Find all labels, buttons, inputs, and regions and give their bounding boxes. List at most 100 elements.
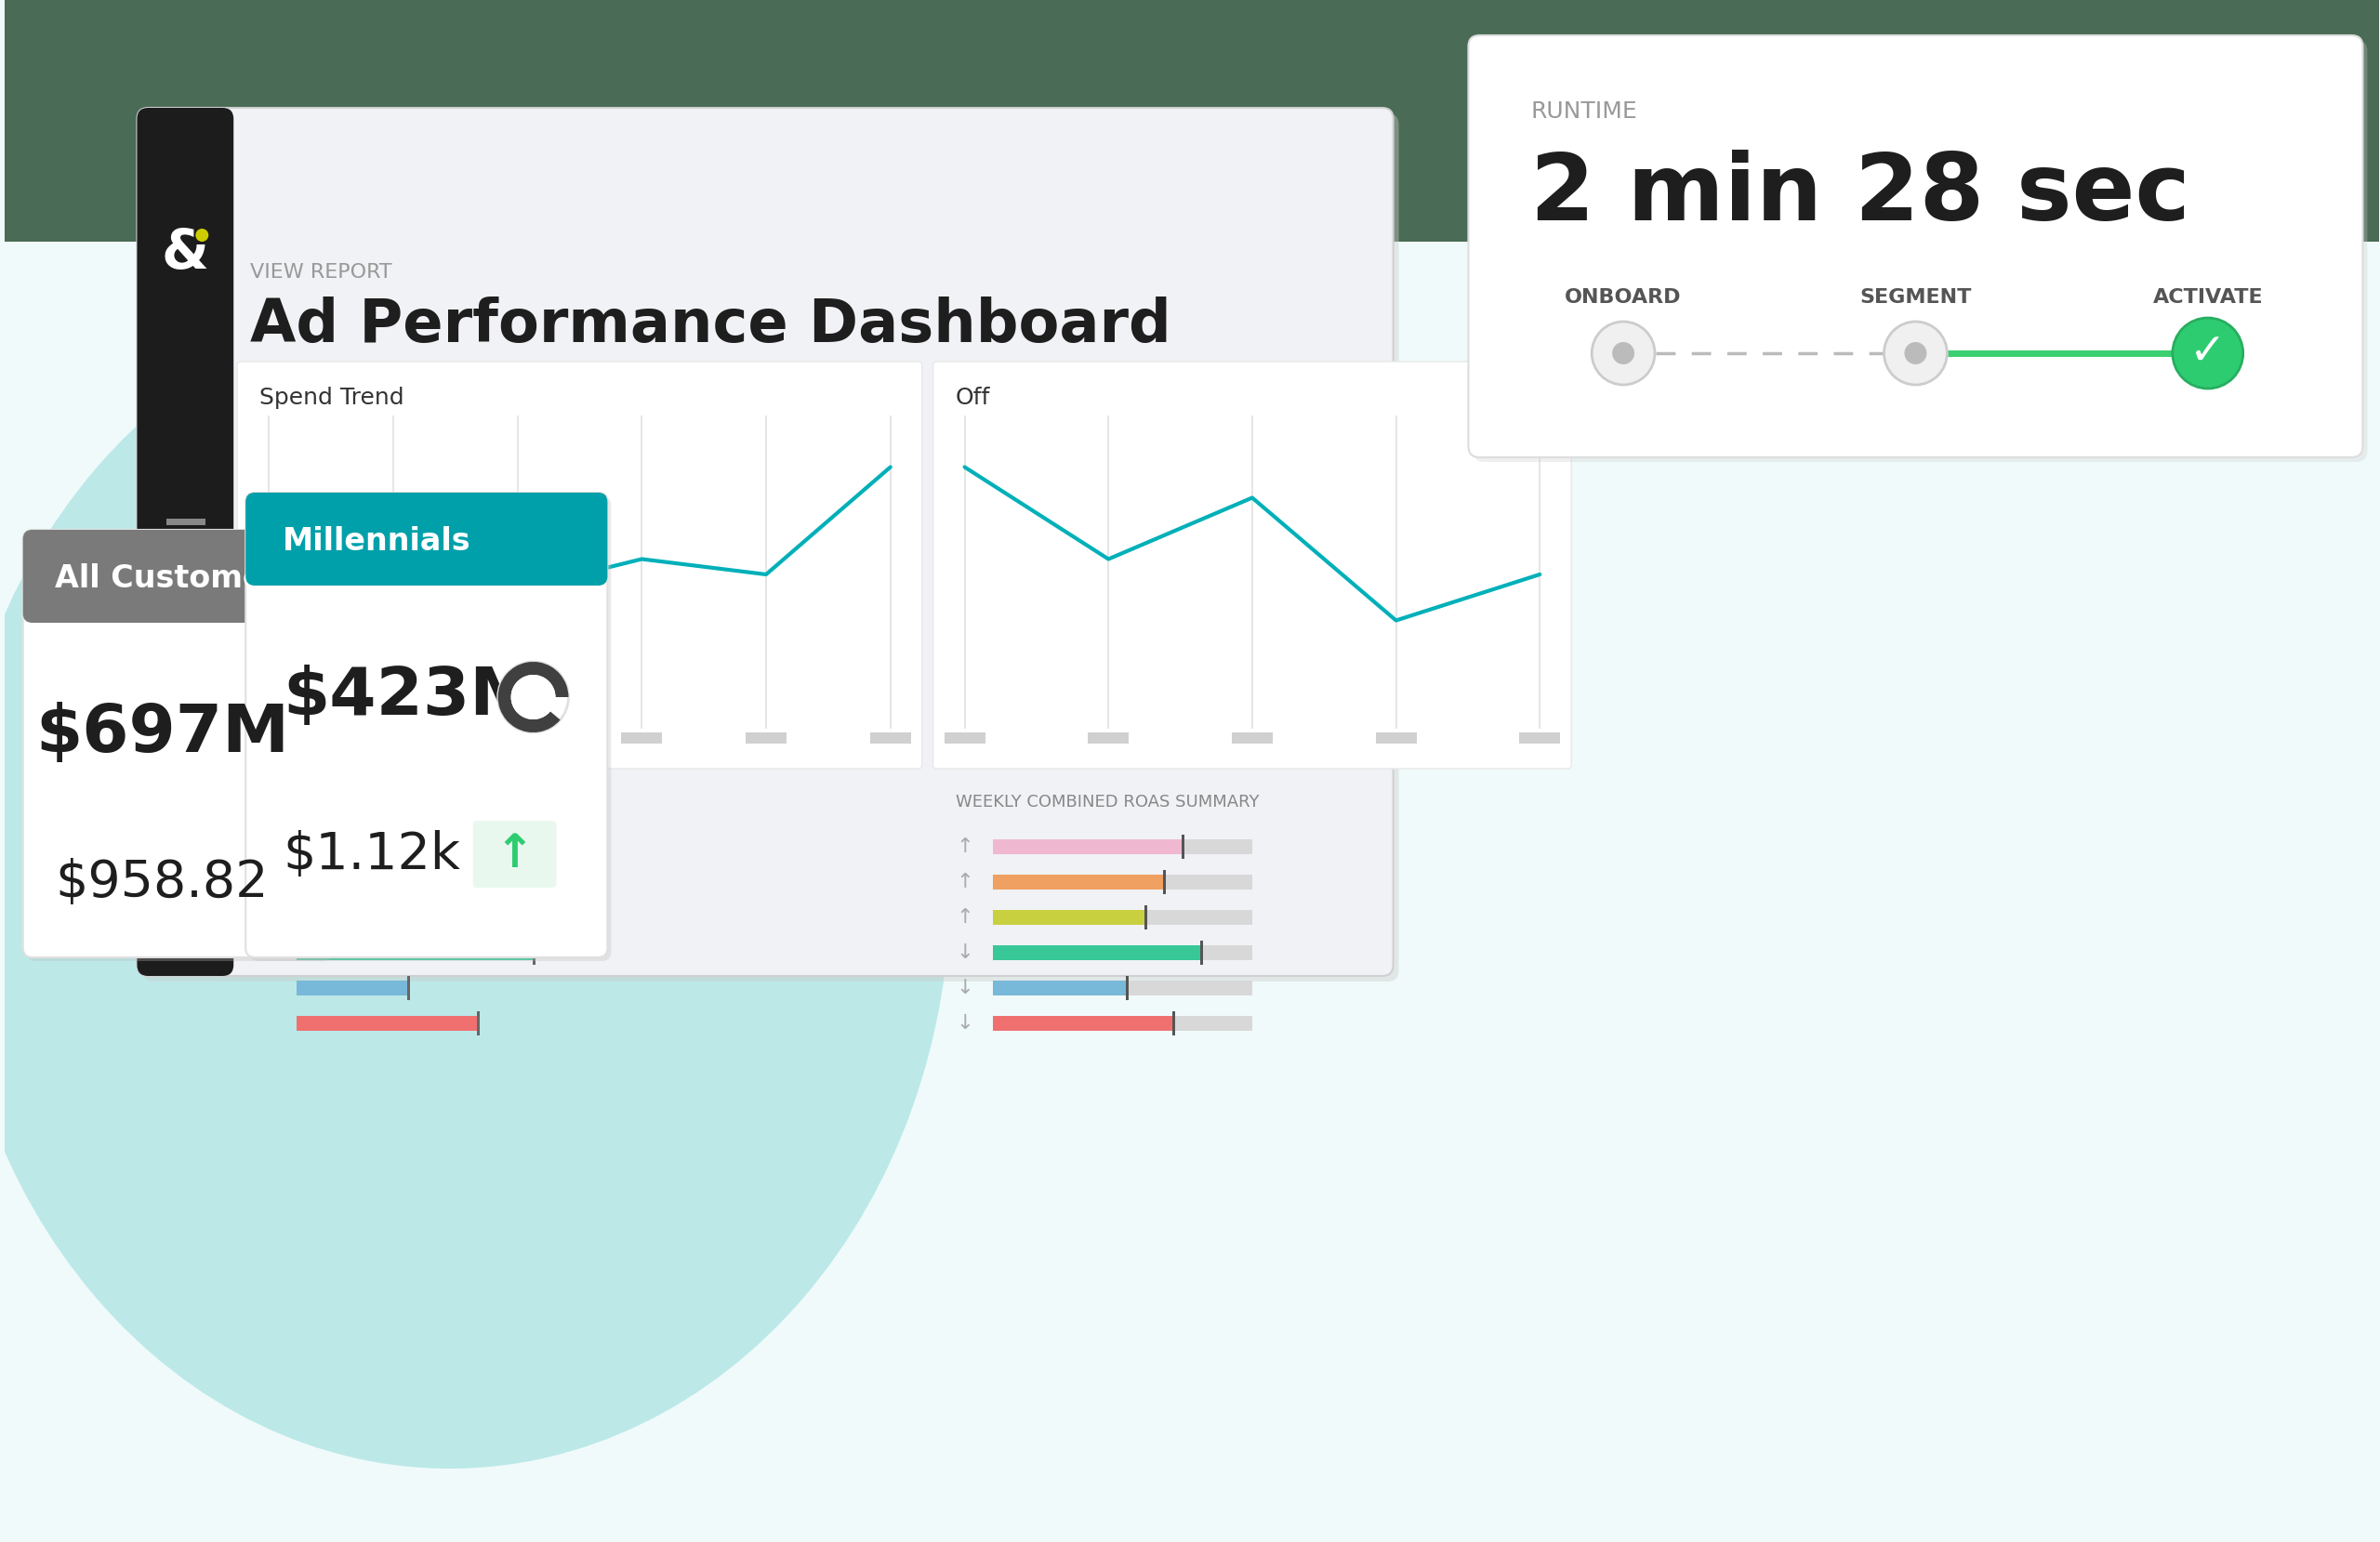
Bar [148,119,221,965]
Bar [298,910,436,925]
FancyBboxPatch shape [26,534,333,961]
Bar [497,732,538,743]
Circle shape [1611,342,1635,364]
Text: ↑: ↑ [957,873,973,891]
Text: Off: Off [954,387,990,409]
Bar [1183,834,1185,859]
Bar [167,640,205,646]
Text: ONBOARD: ONBOARD [1566,288,1683,307]
Text: $423M: $423M [283,665,536,729]
FancyBboxPatch shape [1468,35,2363,458]
Bar [1088,732,1128,743]
Circle shape [1592,322,1654,386]
Text: $1.12k: $1.12k [283,830,459,880]
Bar [992,981,1128,996]
Bar [374,732,414,743]
Bar [298,981,407,996]
Bar [992,839,1183,854]
Wedge shape [497,662,569,732]
Circle shape [497,662,569,732]
Bar [298,945,533,961]
FancyBboxPatch shape [250,497,612,961]
FancyBboxPatch shape [138,108,1392,976]
Bar [1200,941,1202,965]
Bar [436,905,438,930]
Ellipse shape [0,298,950,1468]
Circle shape [2173,318,2242,389]
Text: &: & [162,227,209,281]
Bar [1173,1012,1176,1035]
Bar [945,732,985,743]
Bar [745,732,785,743]
Bar [871,732,912,743]
FancyBboxPatch shape [238,361,921,768]
Text: Millennials: Millennials [283,526,471,557]
Bar [255,540,597,577]
Bar [1518,732,1561,743]
Circle shape [1885,322,1947,386]
Text: WEEKLY COMBINED ROAS SUMMARY: WEEKLY COMBINED ROAS SUMMARY [954,794,1259,811]
Circle shape [195,228,209,242]
Bar [293,614,302,948]
Text: ✓: ✓ [2190,332,2225,375]
Bar [248,732,290,743]
Bar [407,976,409,1001]
Bar [167,518,205,526]
Text: ↑: ↑ [957,837,973,856]
Bar [992,874,1164,890]
Text: $697M: $697M [36,702,288,766]
FancyBboxPatch shape [933,361,1571,768]
Bar [1233,732,1273,743]
Bar [992,981,1252,996]
FancyBboxPatch shape [1473,40,2368,463]
Bar [533,941,536,965]
Bar [992,1016,1173,1030]
Bar [33,577,319,614]
Bar [476,1012,478,1035]
FancyBboxPatch shape [474,820,557,888]
Text: 2 min 28 sec: 2 min 28 sec [1530,150,2190,241]
Bar [298,1016,478,1030]
Bar [1126,976,1128,1001]
Bar [992,1016,1252,1030]
Bar [1145,905,1147,930]
Text: SU: SU [259,802,286,820]
Text: ACTIVATE: ACTIVATE [2152,288,2263,307]
Bar [298,839,493,854]
Text: Spend Trend: Spend Trend [259,387,405,409]
Bar [992,874,1252,890]
Bar [167,657,205,663]
Bar [992,910,1145,925]
Text: ↓: ↓ [957,979,973,998]
Text: ↑: ↑ [495,831,533,876]
Bar [992,910,1252,925]
Bar [621,732,662,743]
Bar [490,834,493,859]
Text: All Customers: All Customers [55,563,298,594]
FancyBboxPatch shape [143,114,1399,982]
Text: Ad Performance Dashboard: Ad Performance Dashboard [250,296,1171,355]
Bar [298,874,459,890]
FancyBboxPatch shape [245,492,607,586]
Bar [1164,870,1166,894]
FancyBboxPatch shape [24,530,328,958]
Bar [1376,732,1416,743]
Bar [457,870,462,894]
Text: ↓: ↓ [957,1015,973,1033]
Text: ↑: ↑ [957,908,973,927]
Text: ↓: ↓ [957,944,973,962]
Text: $958.82: $958.82 [55,857,269,908]
Text: VIEW REPORT: VIEW REPORT [250,264,393,282]
FancyBboxPatch shape [245,492,607,958]
Bar [992,945,1252,961]
Circle shape [512,675,555,720]
Text: RUNTIME: RUNTIME [1530,100,1637,123]
Bar [305,614,314,948]
Circle shape [1904,342,1928,364]
Bar [5,0,2380,242]
FancyBboxPatch shape [138,108,233,976]
Bar [992,839,1252,854]
Bar [167,535,205,541]
Bar [992,945,1202,961]
Text: SEGMENT: SEGMENT [1859,288,1971,307]
